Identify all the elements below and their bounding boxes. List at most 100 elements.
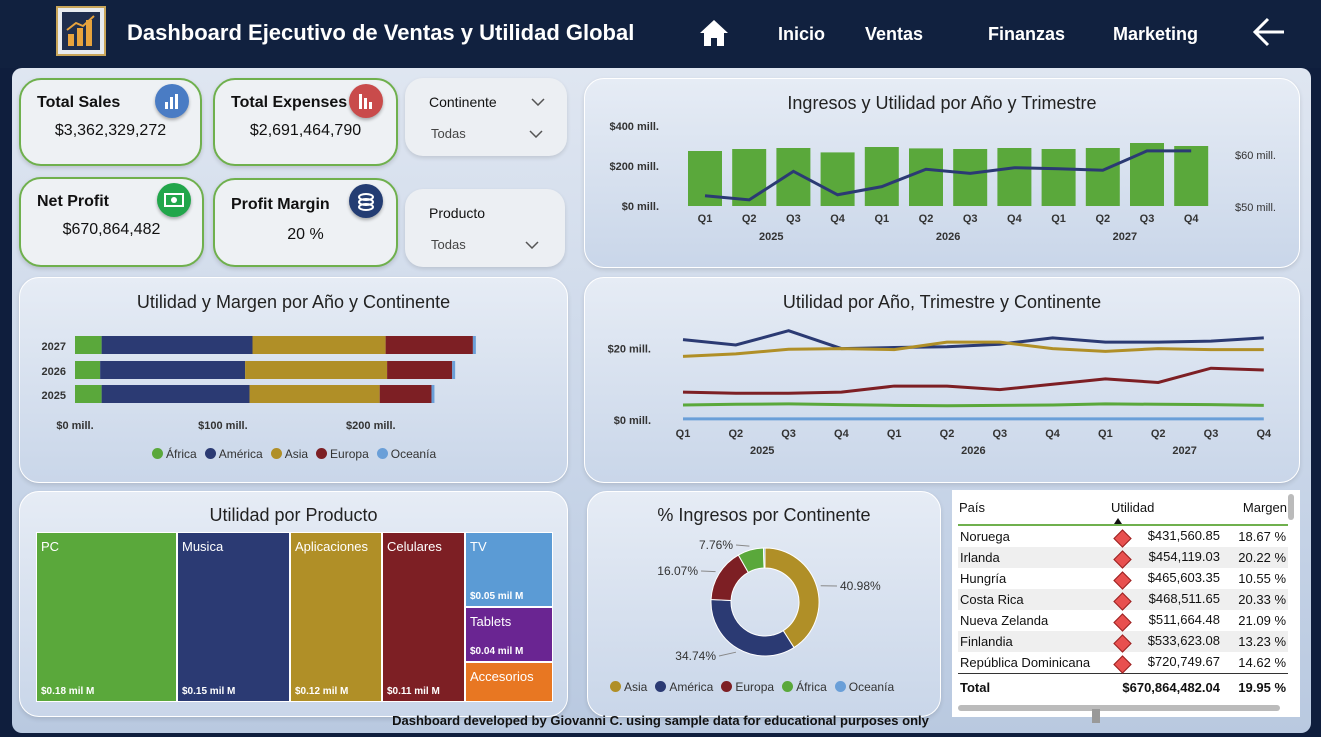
legend-item[interactable]: Europa [316,447,369,461]
cell-margen: 20.22 % [1222,547,1288,568]
chart-title: % Ingresos por Continente [657,505,871,525]
cell-margen: 14.62 % [1238,655,1286,670]
x-tick-label: Q3 [781,428,796,440]
data-label: 16.07% [657,564,698,578]
table-row[interactable]: Nueva Zelanda $511,664.48 21.09 % [958,610,1288,632]
treemap-cell-accesorios[interactable]: Accesorios [465,662,553,702]
x-tick-label: Q2 [742,213,757,225]
top-bar: Dashboard Ejecutivo de Ventas y Utilidad… [0,0,1321,68]
nav-finanzas[interactable]: Finanzas [988,24,1066,44]
treemap: PC $0.18 mil M Musica $0.15 mil M Aplicacion… [36,532,553,702]
x-group-label: 2026 [936,231,960,243]
chevron-down-icon[interactable] [525,241,539,249]
scroll-handle[interactable] [1092,709,1100,723]
slicer-continente[interactable]: Continente Todas [405,78,567,156]
horizontal-scrollbar[interactable] [958,705,1280,711]
legend-item[interactable]: Oceanía [834,680,895,694]
cell-pais: Noruega [960,529,1010,544]
legend-item[interactable]: América [655,680,713,694]
treemap-cell-tablets[interactable]: Tablets $0.04 mil M [465,607,553,662]
cell-utilidad: $533,623.08 [1110,631,1222,653]
legend-label: Oceanía [390,447,437,461]
slicer-label: Continente [429,94,497,110]
cell-pais: Hungría [960,571,1007,586]
data-label: 40.98% [840,579,881,593]
treemap-label: Musica [182,539,224,554]
slicer-producto[interactable]: Producto Todas [405,189,565,267]
table-row[interactable]: Irlanda $454,119.03 20.22 % [958,547,1288,569]
diamond-indicator-icon [1113,613,1132,632]
table-row[interactable]: Noruega $431,560.85 18.67 % [958,525,1288,548]
legend-dot-icon [152,448,163,459]
total-cell: $670,864,482.04 [1110,673,1222,700]
column-header-pais[interactable]: País [958,490,1110,526]
cell-pais: Costa Rica [958,589,1110,610]
revenue-bar [1041,149,1076,206]
treemap-label: Tablets [470,614,512,629]
cell-value: $533,623.08 [1147,633,1220,648]
legend-item[interactable]: América [204,447,263,461]
treemap-cell-pc[interactable]: PC $0.18 mil M [36,532,177,702]
cell-pais: Finlandia [958,631,1110,652]
cell-value: $454,119.03 [1148,549,1220,564]
x-tick-label: $200 mill. [346,420,396,432]
chevron-down-icon[interactable] [531,98,545,106]
treemap-value: $0.15 mil M [182,686,236,697]
back-arrow-icon[interactable] [1250,14,1288,50]
diamond-indicator-icon [1113,592,1132,611]
column-header-utilidad[interactable]: Utilidad [1110,490,1222,526]
slicer-value[interactable]: Todas [431,237,466,252]
stacked-bar-segment [249,385,380,403]
treemap-cell-tv[interactable]: TV $0.05 mil M [465,532,553,607]
treemap-cell-aplicaciones[interactable]: Aplicaciones $0.12 mil M [290,532,382,702]
x-tick-label: Q4 [1184,213,1200,225]
nav-marketing[interactable]: Marketing [1113,24,1199,44]
legend-item[interactable]: Oceanía [376,447,437,461]
stacked-bar-segment [252,336,386,354]
x-group-label: 2027 [1113,231,1137,243]
x-tick-label: Q1 [1098,428,1113,440]
nav-ventas[interactable]: Ventas [865,24,924,44]
legend-dot-icon [376,448,388,459]
cell-margen: 18.67 % [1238,529,1286,544]
legend-item[interactable]: África [152,447,197,461]
legend-label: América [218,447,263,461]
legend-label: Europa [330,447,369,461]
slicer-value[interactable]: Todas [431,126,466,141]
x-tick-label: Q1 [698,213,713,225]
legend-item[interactable]: Asia [270,447,308,461]
legend-label: Asia [624,680,648,694]
y-tick-label: $20 mill. [608,344,651,356]
table-row[interactable]: Hungría $465,603.35 10.55 % [958,568,1288,590]
kpi-label: Profit Margin [231,196,330,213]
stacked-bar-segment [101,336,253,354]
table-row[interactable]: Costa Rica $468,511.65 20.33 % [958,589,1288,611]
table-row[interactable]: República Dominicana $720,749.67 14.62 % [958,652,1288,674]
column-header-margen[interactable]: Margen [1222,490,1288,526]
kpi-value: $2,691,464,790 [249,122,362,139]
treemap-cell-musica[interactable]: Musica $0.15 mil M [177,532,290,702]
chevron-down-icon[interactable] [529,130,543,138]
table-row[interactable]: Finlandia $533,623.08 13.23 % [958,631,1288,653]
legend-item[interactable]: Asia [610,680,647,694]
home-icon[interactable] [698,18,730,48]
chart-title: Utilidad por Año, Trimestre y Continente [782,292,1102,312]
x-tick-label: Q2 [1151,428,1166,440]
revenue-bar [820,152,855,206]
cell-pais: Nueva Zelanda [960,613,1049,628]
vertical-scrollbar[interactable] [1288,494,1294,520]
legend-item[interactable]: Europa [721,680,774,694]
donut-slice [762,547,766,569]
kpi-total-sales: Total Sales $3,362,329,272 [19,78,202,166]
treemap-cell-celulares[interactable]: Celulares $0.11 mil M [382,532,465,702]
legend-item[interactable]: África [782,680,827,694]
legend-label: África [166,447,197,461]
revenue-bar [1130,143,1164,206]
total-cell: Total [958,673,1110,700]
panel-utilidad-continente: Utilidad por Año, Trimestre y Continente… [584,277,1300,483]
y-tick-label: $0 mill. [614,415,651,427]
legend-label: Oceanía [848,680,895,694]
nav-inicio[interactable]: Inicio [778,24,826,44]
treemap-label: Accesorios [470,669,534,684]
kpi-total-expenses: Total Expenses $2,691,464,790 [213,78,398,166]
